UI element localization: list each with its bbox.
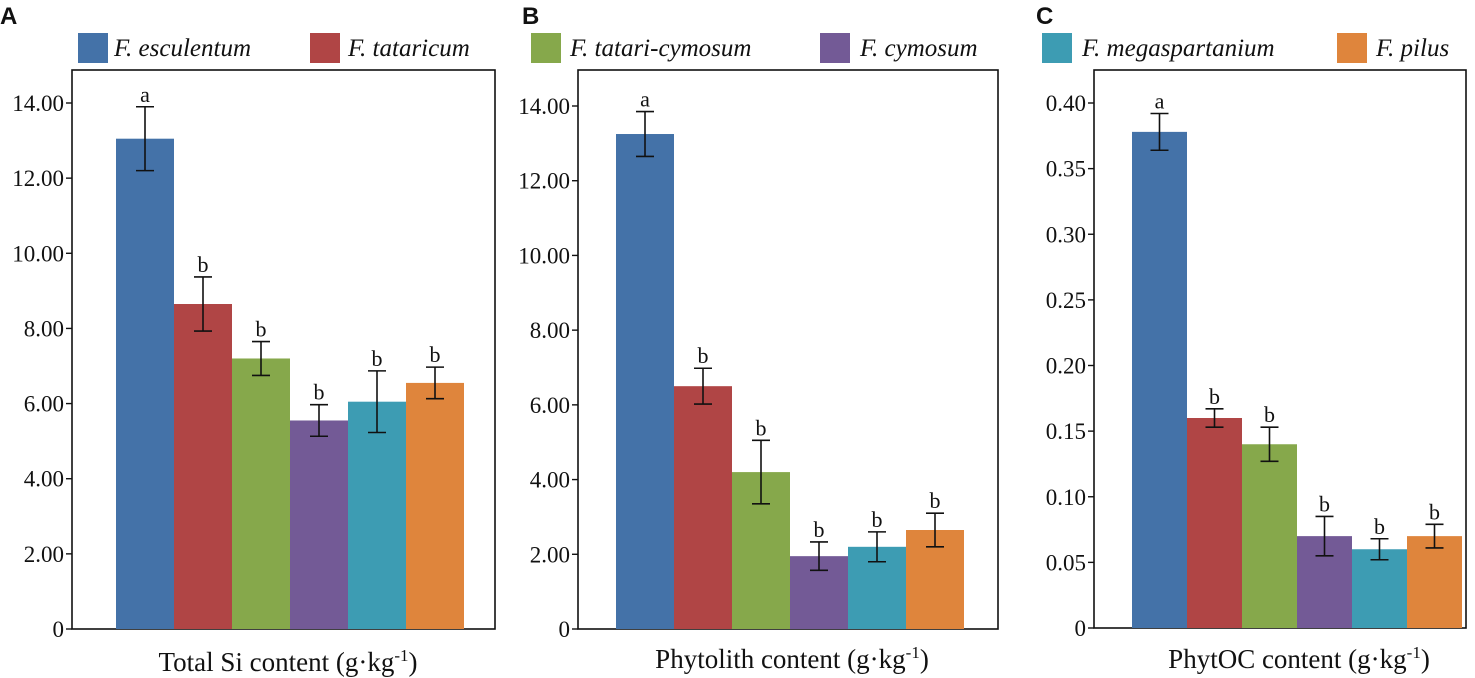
y-tick-label: 6.00 xyxy=(530,393,570,418)
legend: F. esculentum F. tataricum F. tatari-cymos… xyxy=(78,33,1449,63)
bar xyxy=(406,382,464,629)
y-tick-label: 4.00 xyxy=(24,467,64,492)
panel-b: B 0 2.00 4.00 6.00 8.00 10.00 12.00 14.00 a b b b b b P… xyxy=(518,3,999,674)
significance-label: a xyxy=(640,87,650,112)
significance-label: b xyxy=(314,380,325,405)
x-axis-label-tail: ) xyxy=(920,644,929,674)
legend-swatch xyxy=(78,33,108,63)
legend-swatch xyxy=(531,33,561,63)
y-tick-label: 12.00 xyxy=(518,169,570,194)
x-axis-label: Phytolith content (g·kg-1) xyxy=(655,643,929,674)
panel-letter: C xyxy=(1036,3,1053,30)
panel-a: A 0 2.00 4.00 6.00 8.00 10.00 12.00 14.00 a b b b b b T… xyxy=(0,3,496,677)
bar xyxy=(1352,549,1407,628)
bar xyxy=(1242,444,1297,628)
y-tick-label: 0.35 xyxy=(1046,157,1086,182)
panel-letter: A xyxy=(0,3,17,30)
legend-swatch xyxy=(1337,33,1367,63)
bar xyxy=(616,134,674,629)
y-tick-label: 0.05 xyxy=(1046,550,1086,575)
x-axis-label-tail: ) xyxy=(409,647,418,677)
y-tick-label: 0.40 xyxy=(1046,91,1086,116)
y-tick-label: 12.00 xyxy=(12,166,64,191)
x-axis-label-sup: -1 xyxy=(906,643,920,662)
y-tick-label: 4.00 xyxy=(530,468,570,493)
panel-letter: B xyxy=(522,3,539,30)
bar xyxy=(1407,536,1462,628)
y-tick-label: 2.00 xyxy=(24,542,64,567)
x-axis-label-main: Total Si content (g·kg xyxy=(159,647,395,677)
y-tick-label: 0.25 xyxy=(1046,288,1086,313)
x-axis-label-main: PhytOC content (g·kg xyxy=(1168,644,1406,674)
y-tick-label: 10.00 xyxy=(12,241,64,266)
y-tick-label: 0.30 xyxy=(1046,222,1086,247)
significance-label: b xyxy=(1209,384,1220,409)
bar xyxy=(174,304,232,629)
significance-label: a xyxy=(1155,89,1165,114)
significance-label: b xyxy=(372,346,383,371)
x-axis-label: PhytOC content (g·kg-1) xyxy=(1168,643,1430,674)
significance-label: b xyxy=(1429,499,1440,524)
legend-label: F. pilus xyxy=(1375,35,1449,62)
legend-label: F. tatari-cymosum xyxy=(569,35,751,62)
bar xyxy=(348,401,406,629)
y-tick-label: 0 xyxy=(53,617,65,642)
y-tick-label: 0.15 xyxy=(1046,419,1086,444)
bar xyxy=(290,420,348,629)
significance-label: b xyxy=(198,252,209,277)
significance-label: b xyxy=(814,517,825,542)
panel-c: C 0 0.05 0.10 0.15 0.20 0.25 0.30 0.35 0.40 a b b b b b… xyxy=(1036,3,1467,674)
y-tick-label: 8.00 xyxy=(530,318,570,343)
y-tick-label: 0 xyxy=(559,617,571,642)
y-tick-label: 14.00 xyxy=(518,94,570,119)
legend-swatch xyxy=(1042,33,1072,63)
legend-label: F. megaspartanium xyxy=(1081,35,1275,62)
y-tick-label: 2.00 xyxy=(530,542,570,567)
bar xyxy=(232,358,290,629)
y-tick-label: 0 xyxy=(1075,616,1087,641)
x-axis-label-sup: -1 xyxy=(1407,643,1421,662)
x-axis-label-sup: -1 xyxy=(394,646,408,665)
significance-label: b xyxy=(1319,491,1330,516)
bar xyxy=(1132,131,1187,628)
significance-label: b xyxy=(1374,514,1385,539)
x-axis-label: Total Si content (g·kg-1) xyxy=(159,646,418,677)
significance-label: b xyxy=(256,317,267,342)
y-tick-label: 6.00 xyxy=(24,392,64,417)
significance-label: b xyxy=(756,415,767,440)
bar xyxy=(1187,418,1242,628)
significance-label: b xyxy=(930,488,941,513)
y-tick-label: 10.00 xyxy=(518,243,570,268)
significance-label: b xyxy=(1264,402,1275,427)
legend-label: F. esculentum xyxy=(113,35,251,62)
x-axis-label-main: Phytolith content (g·kg xyxy=(655,644,905,674)
significance-label: a xyxy=(140,82,150,107)
legend-swatch xyxy=(820,33,850,63)
y-tick-label: 8.00 xyxy=(24,316,64,341)
legend-label: F. tataricum xyxy=(347,35,470,62)
bar xyxy=(674,386,732,629)
legend-swatch xyxy=(310,33,340,63)
y-tick-label: 14.00 xyxy=(12,91,64,116)
x-axis-label-tail: ) xyxy=(1421,644,1430,674)
bar xyxy=(116,138,174,629)
y-tick-label: 0.20 xyxy=(1046,354,1086,379)
significance-label: b xyxy=(698,343,709,368)
significance-label: b xyxy=(872,507,883,532)
significance-label: b xyxy=(430,342,441,367)
y-tick-label: 0.10 xyxy=(1046,485,1086,510)
legend-label: F. cymosum xyxy=(859,35,978,62)
